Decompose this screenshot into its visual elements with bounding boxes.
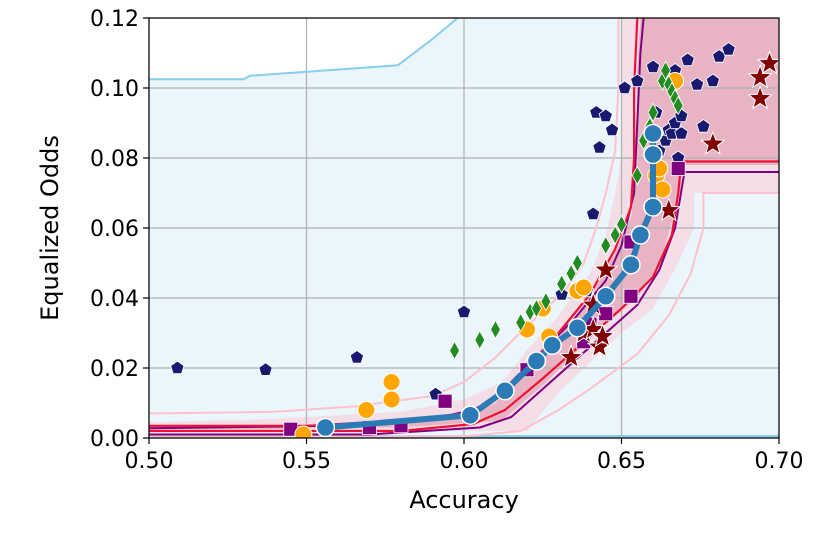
marker-green-diamond <box>490 319 501 340</box>
marker-orange-circle <box>357 401 376 419</box>
marker-darkred-star <box>756 50 779 75</box>
marker-darkred-star <box>589 323 616 348</box>
y-axis-label: Equalized Odds <box>36 135 64 321</box>
marker-navy-pentagon <box>592 140 607 154</box>
marker-green-diamond <box>647 102 659 123</box>
red-lower-line <box>149 160 779 433</box>
marker-darkred-star <box>558 344 584 369</box>
marker-green-diamond <box>565 263 577 284</box>
marker-green-diamond <box>631 165 643 186</box>
marker-navy-pentagon <box>456 304 472 319</box>
curve-point <box>630 225 651 245</box>
marker-navy-pentagon <box>258 362 273 376</box>
y-tick-label: 0.02 <box>90 357 139 382</box>
light-blue-upper-line <box>149 18 459 81</box>
marker-navy-pentagon <box>680 52 695 67</box>
y-tick-label: 0.00 <box>90 427 139 452</box>
curve-point <box>621 255 641 275</box>
marker-green-diamond <box>474 330 486 350</box>
marker-darkred-star <box>747 64 773 89</box>
marker-green-diamond <box>530 298 542 319</box>
marker-green-diamond <box>660 60 672 81</box>
marker-navy-pentagon <box>598 108 613 123</box>
y-tick-label: 0.04 <box>90 287 139 312</box>
curve-point <box>643 123 663 144</box>
curve-point <box>542 335 562 355</box>
marker-darkred-star <box>747 85 773 110</box>
x-tick-label: 0.70 <box>755 449 804 474</box>
marker-navy-pentagon <box>604 122 620 137</box>
marker-navy-pentagon <box>554 287 569 301</box>
marker-orange-circle <box>382 390 401 409</box>
x-tick-label: 0.55 <box>282 449 331 474</box>
marker-navy-pentagon <box>721 42 736 56</box>
curve-point <box>460 405 481 425</box>
marker-green-diamond <box>556 274 568 294</box>
marker-green-diamond <box>600 235 612 256</box>
marker-darkred-star <box>700 130 726 155</box>
marker-purple-square <box>670 161 686 176</box>
x-tick-label: 0.60 <box>440 449 489 474</box>
marker-darkred-star <box>592 256 619 281</box>
marker-navy-pentagon <box>689 77 705 91</box>
marker-purple-square <box>598 306 614 322</box>
marker-orange-circle <box>382 373 401 391</box>
x-axis-label: Accuracy <box>409 486 519 514</box>
axes: 0.50 0.55 0.60 0.65 0.70 0.00 0.02 0.04 0.06 0.08… <box>90 7 803 474</box>
x-tick-label: 0.65 <box>597 449 646 474</box>
curve-point <box>643 144 663 165</box>
curve-point <box>526 351 547 371</box>
y-tick-label: 0.12 <box>90 7 139 32</box>
marker-navy-pentagon <box>705 73 720 88</box>
marker-green-diamond <box>616 214 627 235</box>
y-tick-label: 0.10 <box>90 77 139 102</box>
y-tick-label: 0.08 <box>90 147 139 172</box>
data-markers <box>170 42 779 438</box>
y-tick-label: 0.06 <box>90 217 139 242</box>
marker-green-diamond <box>571 253 583 273</box>
marker-navy-pentagon <box>696 119 711 133</box>
marker-navy-pentagon <box>586 206 601 221</box>
curve-point <box>495 381 515 401</box>
marker-navy-pentagon <box>674 126 689 140</box>
x-tick-label: 0.50 <box>125 449 174 474</box>
marker-orange-circle <box>294 425 313 438</box>
curve-point <box>596 286 616 306</box>
marker-navy-pentagon <box>170 360 185 375</box>
marker-navy-pentagon <box>349 350 365 364</box>
curve-point <box>567 318 588 338</box>
marker-green-diamond <box>449 340 461 361</box>
marker-orange-circle <box>653 180 672 199</box>
marker-green-diamond <box>540 291 552 312</box>
marker-orange-circle <box>574 278 593 297</box>
marker-purple-square <box>623 288 639 304</box>
curve-point <box>315 417 336 438</box>
marker-navy-pentagon <box>645 59 661 74</box>
marker-green-diamond <box>515 312 527 333</box>
outer-lower-line <box>149 192 779 438</box>
marker-navy-pentagon <box>617 80 632 95</box>
marker-green-diamond <box>609 225 621 245</box>
curve-point <box>643 197 663 217</box>
marker-green-diamond <box>672 95 684 116</box>
marker-purple-square <box>437 393 453 409</box>
marker-navy-pentagon <box>630 73 645 88</box>
